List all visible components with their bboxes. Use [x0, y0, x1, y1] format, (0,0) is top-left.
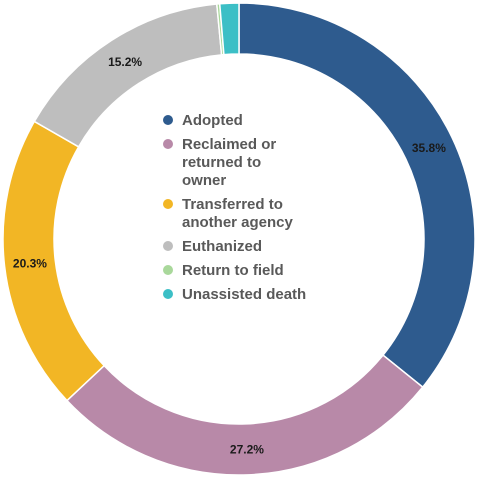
legend-label-adopted: Adopted [182, 112, 243, 129]
pct-label-transferred-to-another-agency: 20.3% [13, 256, 47, 270]
legend-marker-adopted [163, 115, 173, 125]
pct-label-euthanized: 15.2% [108, 55, 142, 69]
legend-label-return-to-field: Return to field [182, 262, 284, 279]
slice-adopted [238, 2, 476, 389]
legend-marker-reclaimed-or-returned-to-owner [163, 139, 173, 149]
legend-marker-euthanized [163, 241, 173, 251]
percentage-labels: 35.8% 27.2% 20.3% 15.2% [13, 55, 446, 456]
slice-reclaimed-or-returned-to-owner [65, 354, 424, 476]
legend-marker-transferred-to-another-agency [163, 199, 173, 209]
legend-label-transferred-to-another-agency: Transferred to another agency [182, 196, 294, 231]
legend-marker-unassisted-death [163, 289, 173, 299]
legend: Adopted Reclaimed or returned to owner Trans… [163, 112, 306, 303]
legend-label-unassisted-death: Unassisted death [182, 286, 306, 303]
pct-label-adopted: 35.8% [412, 141, 446, 155]
legend-label-euthanized: Euthanized [182, 238, 262, 255]
legend-label-reclaimed-or-returned-to-owner: Reclaimed or returned to owner [182, 136, 276, 189]
donut-slices [2, 2, 476, 476]
pct-label-reclaimed-or-returned-to-owner: 27.2% [230, 442, 264, 456]
legend-marker-return-to-field [163, 265, 173, 275]
slice-unassisted-death [218, 2, 240, 56]
